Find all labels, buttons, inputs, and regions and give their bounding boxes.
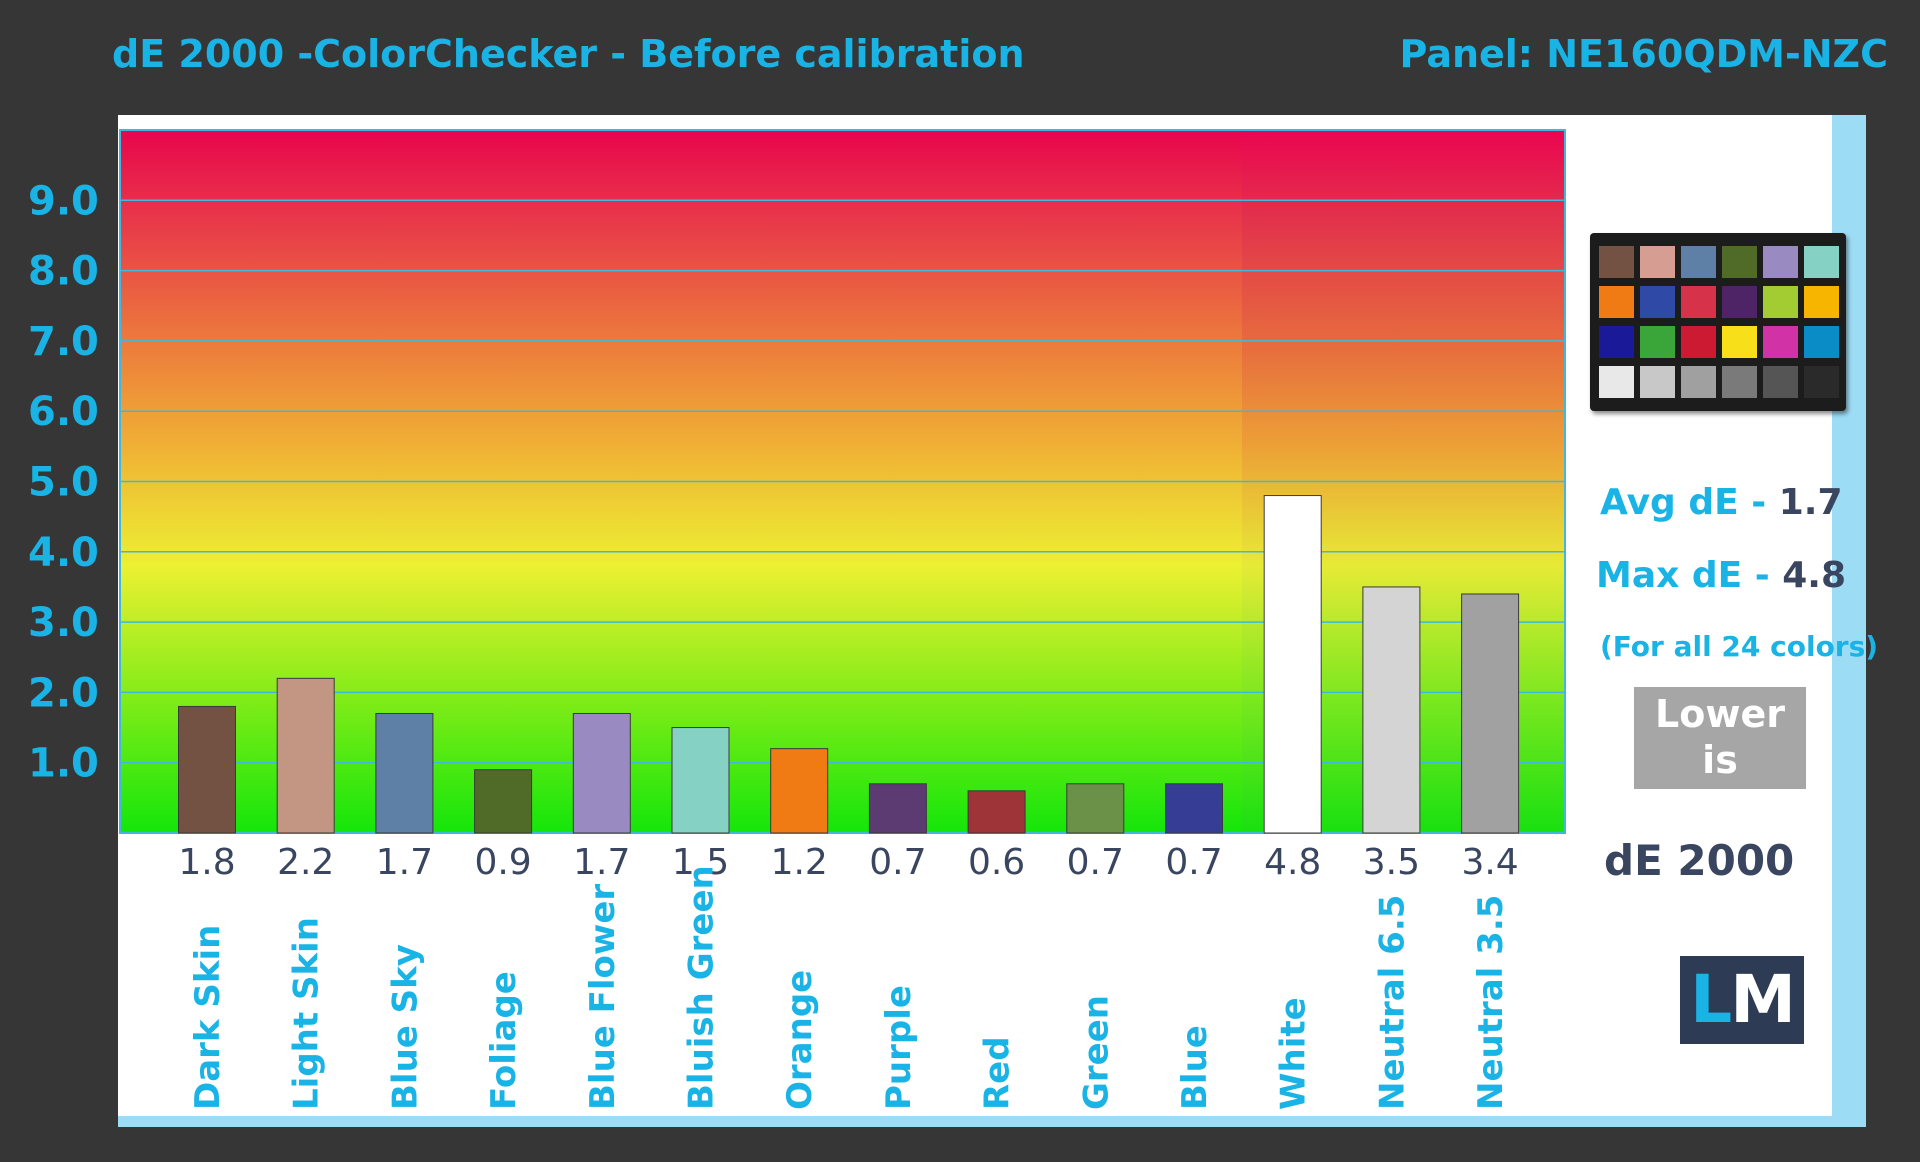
bars (178, 495, 1520, 834)
y-tick-label: 5.0 (28, 460, 99, 506)
colorchecker-patch (1763, 246, 1798, 278)
all-colors-note: (For all 24 colors) (1600, 630, 1879, 663)
colorchecker-patch (1722, 286, 1757, 318)
colorchecker-patch (1722, 246, 1757, 278)
value-label: 4.8 (1264, 842, 1321, 883)
metric-axis-name: dE 2000 (1604, 836, 1795, 885)
bar-orange (770, 748, 829, 834)
category-label: Blue Sky (385, 944, 425, 1110)
lower-is-better-line2: better (1653, 784, 1787, 828)
bar-green (1066, 783, 1125, 834)
y-tick-label: 3.0 (28, 600, 99, 646)
bar-blue (1165, 783, 1223, 834)
value-label: 0.7 (1067, 842, 1124, 883)
y-axis-ticks: 1.0 2.0 3.0 4.0 5.0 6.0 7.0 8.0 9.0 (28, 178, 99, 786)
value-label: 0.6 (968, 842, 1025, 883)
max-de-label: Max dE - (1596, 555, 1783, 596)
colorchecker-patch (1763, 326, 1798, 358)
category-label: Red (978, 1036, 1018, 1110)
avg-de-label: Avg dE - (1600, 482, 1779, 523)
bar-blue-flower (572, 712, 631, 834)
panel-model-label: Panel: NE160QDM-NZC (1399, 32, 1888, 76)
colorchecker-patch (1681, 326, 1716, 358)
colorchecker-patch (1681, 246, 1716, 278)
category-label: Blue Flower (583, 884, 623, 1110)
colorchecker-patch (1640, 246, 1675, 278)
colorchecker-patch (1763, 286, 1798, 318)
colorchecker-patch (1681, 366, 1716, 398)
colorchecker-patch (1804, 366, 1839, 398)
lower-is-better-line1: Lower is (1655, 692, 1785, 782)
category-label: White (1274, 997, 1314, 1110)
category-label: Neutral 6.5 (1372, 895, 1412, 1110)
category-label: Purple (879, 985, 919, 1110)
colorchecker-patch (1681, 286, 1716, 318)
bar-purple (868, 783, 927, 834)
avg-de-value: 1.7 (1778, 482, 1843, 523)
colorchecker-patch (1640, 286, 1675, 318)
value-label: 2.2 (277, 842, 334, 883)
value-label: 0.7 (869, 842, 926, 883)
bar-neutral-6.5 (1362, 586, 1421, 834)
colorchecker-patch (1804, 326, 1839, 358)
bar-dark-skin (178, 705, 236, 834)
logo-letter-m: M (1730, 961, 1796, 1038)
colorchecker-patch (1640, 366, 1675, 398)
max-de-line: Max dE - 4.8 (1596, 555, 1846, 596)
value-label: 0.7 (1165, 842, 1222, 883)
colorchecker-patch (1763, 366, 1798, 398)
colorchecker-patch (1722, 366, 1757, 398)
bar-foliage (474, 769, 533, 834)
value-label: 1.5 (672, 842, 729, 883)
value-label: 3.4 (1461, 842, 1518, 883)
y-tick-label: 2.0 (28, 670, 99, 716)
colorchecker-patch (1804, 286, 1839, 318)
logo-letter-l: L (1690, 961, 1732, 1038)
category-label: Blue (1175, 1025, 1215, 1110)
y-tick-label: 6.0 (28, 389, 99, 435)
colorchecker-patch (1599, 246, 1634, 278)
bar-red (967, 790, 1026, 834)
value-label: 1.8 (178, 842, 235, 883)
bar-light-skin (276, 677, 335, 834)
max-de-value: 4.8 (1782, 555, 1847, 596)
colorchecker-patch (1804, 246, 1839, 278)
bar-bluish-green (671, 727, 730, 834)
bar-blue-sky (375, 712, 434, 834)
category-label: Bluish Green (682, 865, 722, 1110)
bar-white (1263, 495, 1322, 834)
chart-title: dE 2000 -ColorChecker - Before calibrati… (112, 32, 1025, 76)
category-labels: Dark Skin Light Skin Blue Sky Foliage Blue F… (188, 865, 1511, 1110)
gridlines (120, 199, 1565, 764)
category-label: Light Skin (287, 917, 327, 1110)
y-tick-label: 4.0 (28, 530, 99, 576)
y-tick-label: 8.0 (28, 249, 99, 295)
value-label: 0.9 (474, 842, 531, 883)
category-label: Orange (780, 970, 820, 1110)
y-tick-label: 7.0 (28, 319, 99, 365)
y-tick-label: 1.0 (28, 741, 99, 787)
value-label: 3.5 (1363, 842, 1420, 883)
value-label: 1.2 (771, 842, 828, 883)
colorchecker-patch (1599, 366, 1634, 398)
colorchecker-patch (1640, 326, 1675, 358)
category-label: Foliage (484, 971, 524, 1110)
value-labels: 1.8 2.2 1.7 0.9 1.7 1.5 1.2 0.7 0.6 0.7 0.7 4.8 3.5 3… (178, 842, 1518, 883)
value-label: 1.7 (573, 842, 630, 883)
colorchecker-thumbnail (1590, 233, 1846, 411)
category-label: Neutral 3.5 (1471, 895, 1511, 1110)
colorchecker-patch (1599, 286, 1634, 318)
colorchecker-patch (1722, 326, 1757, 358)
bar-neutral-3.5 (1461, 593, 1520, 834)
category-label: Dark Skin (188, 925, 228, 1110)
lower-is-better-badge: Lower is better (1634, 687, 1806, 828)
category-label: Green (1076, 995, 1116, 1110)
value-label: 1.7 (376, 842, 433, 883)
y-tick-label: 9.0 (28, 178, 99, 224)
colorchecker-patch (1599, 326, 1634, 358)
lm-logo: LM (1680, 956, 1804, 1044)
avg-de-line: Avg dE - 1.7 (1600, 482, 1843, 523)
